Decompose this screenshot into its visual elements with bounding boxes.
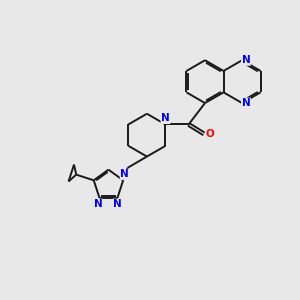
- Text: N: N: [113, 199, 122, 209]
- Text: O: O: [206, 129, 214, 139]
- Text: N: N: [94, 199, 102, 209]
- Text: N: N: [242, 98, 250, 108]
- Text: N: N: [161, 113, 170, 124]
- Text: N: N: [242, 55, 250, 65]
- Text: N: N: [120, 169, 129, 179]
